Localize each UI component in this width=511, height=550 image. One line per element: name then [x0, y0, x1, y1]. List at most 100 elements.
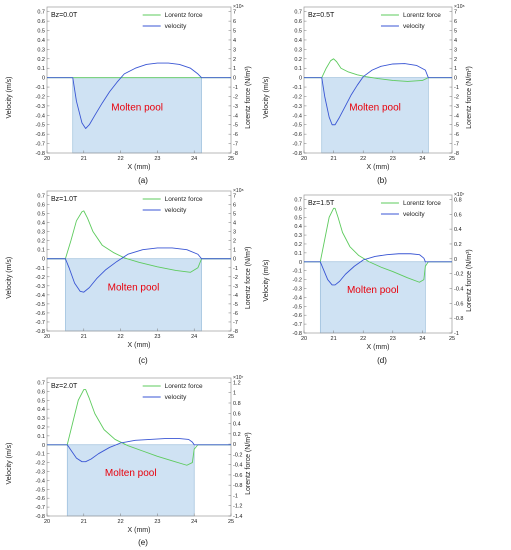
left-tick-label: -0.4	[36, 293, 45, 299]
panel-tag: (e)	[138, 538, 148, 547]
right-tick-label: 3	[454, 47, 457, 53]
left-tick-label: -0.3	[293, 286, 302, 292]
left-tick-label: -0.4	[36, 113, 45, 119]
right-tick-label: 1	[233, 66, 236, 72]
x-axis-label: X (mm)	[128, 342, 151, 349]
left-tick-label: -0.7	[36, 320, 45, 326]
x-axis-label: X (mm)	[128, 164, 151, 171]
right-tick-label: 0.2	[233, 432, 241, 438]
left-tick-label: -0.5	[36, 123, 45, 129]
right-axis-exponent: ×10⁸	[454, 4, 465, 10]
left-tick-label: 0.6	[294, 206, 302, 212]
right-tick-label: 0.6	[454, 212, 462, 218]
left-tick-label: -0.3	[293, 104, 302, 110]
right-tick-label: -0.4	[233, 463, 242, 469]
left-tick-label: 0.2	[294, 242, 302, 248]
left-tick-label: 0.5	[37, 212, 45, 218]
right-tick-label: 4	[454, 38, 457, 44]
left-axis-label: Velocity (m/s)	[6, 77, 13, 119]
x-tick-label: 24	[419, 336, 425, 342]
right-tick-label: 6	[233, 19, 236, 25]
left-axis-label: Velocity (m/s)	[6, 443, 13, 485]
left-tick-label: 0.3	[294, 233, 302, 239]
left-tick-label: -0.1	[293, 269, 302, 275]
right-tick-label: -3	[454, 104, 459, 110]
plot-frame	[303, 6, 453, 154]
legend-entry: velocity	[165, 394, 187, 401]
right-tick-label: -0.6	[454, 301, 463, 307]
right-tick-label: -0.4	[454, 286, 463, 292]
right-tick-label: 3	[233, 47, 236, 53]
left-tick-label: 0.4	[37, 407, 45, 413]
left-tick-label: -0.8	[293, 331, 302, 337]
right-tick-label: -2	[233, 275, 238, 281]
left-tick-label: 0.2	[294, 57, 302, 63]
molten-pool-region	[65, 258, 202, 332]
panel-c: Molten pool 0.7 0.6 0.5 0.4 0.3 0.2 0.1 0 -0.1 -0.…	[6, 188, 252, 365]
left-tick-label: 0.5	[37, 398, 45, 404]
legend-entry: Lorentz force	[165, 12, 203, 19]
left-tick-label: 0.7	[37, 10, 45, 16]
left-tick-label: -0.8	[293, 151, 302, 157]
x-tick-label: 23	[154, 156, 160, 162]
right-tick-label: -1	[233, 85, 238, 91]
panel-b: Molten pool 0.7 0.6 0.5 0.4 0.3 0.2 0.1 0 -0.1 -0.…	[263, 4, 473, 185]
x-axis-label: X (mm)	[367, 164, 390, 171]
right-axis-label: Lorentz force (N/m³)	[245, 246, 252, 309]
left-tick-label: 0.1	[294, 251, 302, 257]
right-tick-label: -0.2	[233, 452, 242, 458]
right-axis-exponent: ×10⁷	[454, 192, 464, 198]
left-tick-label: -0.1	[36, 452, 45, 458]
series-line-velocity	[47, 247, 231, 293]
right-tick-label: 7	[233, 10, 236, 16]
right-tick-label: 0	[233, 442, 236, 448]
right-tick-label: 1.2	[233, 380, 241, 386]
left-tick-label: 0.3	[37, 47, 45, 53]
x-tick-label: 25	[449, 156, 455, 162]
x-tick-label: 21	[81, 156, 87, 162]
right-tick-label: -5	[233, 302, 238, 308]
right-tick-label: 5	[233, 29, 236, 35]
right-tick-label: -7	[233, 142, 238, 148]
left-axis-label: Velocity (m/s)	[263, 77, 270, 119]
right-tick-label: -6	[454, 132, 459, 138]
field-annotation: Bz=0.0T	[51, 12, 78, 19]
right-tick-label: -0.2	[454, 272, 463, 278]
right-tick-label: -6	[233, 132, 238, 138]
x-tick-label: 22	[360, 156, 366, 162]
left-tick-label: 0.6	[37, 19, 45, 25]
x-tick-label: 24	[191, 519, 197, 525]
x-tick-label: 20	[44, 334, 50, 340]
legend-entry: velocity	[403, 23, 425, 30]
left-tick-label: 0.3	[37, 416, 45, 422]
left-tick-label: -0.7	[293, 142, 302, 148]
molten-pool-region	[72, 77, 202, 154]
x-tick-label: 23	[390, 336, 396, 342]
x-tick-label: 24	[191, 156, 197, 162]
molten-pool-region	[66, 444, 195, 517]
legend-entry: velocity	[165, 23, 187, 30]
left-tick-label: 0.2	[37, 425, 45, 431]
plot-frame	[46, 190, 232, 332]
left-axis-label: Velocity (m/s)	[263, 260, 270, 302]
left-tick-label: 0	[299, 260, 302, 266]
right-tick-label: -0.8	[454, 316, 463, 322]
right-tick-label: 2	[454, 57, 457, 63]
left-tick-label: 0.4	[294, 224, 302, 230]
right-tick-label: -3	[233, 284, 238, 290]
panel-tag: (c)	[138, 356, 148, 365]
left-tick-label: -0.4	[293, 295, 302, 301]
x-tick-label: 22	[118, 334, 124, 340]
right-tick-label: 5	[454, 29, 457, 35]
legend-entry: Lorentz force	[403, 12, 441, 19]
x-tick-label: 23	[390, 156, 396, 162]
panel-tag: (d)	[377, 356, 387, 365]
left-tick-label: -0.7	[36, 505, 45, 511]
molten-pool-region	[321, 77, 429, 154]
left-tick-label: -0.7	[36, 142, 45, 148]
right-tick-label: 4	[233, 38, 236, 44]
left-tick-label: -0.2	[36, 94, 45, 100]
x-tick-label: 24	[191, 334, 197, 340]
x-tick-label: 25	[449, 336, 455, 342]
right-tick-label: -0.6	[233, 473, 242, 479]
